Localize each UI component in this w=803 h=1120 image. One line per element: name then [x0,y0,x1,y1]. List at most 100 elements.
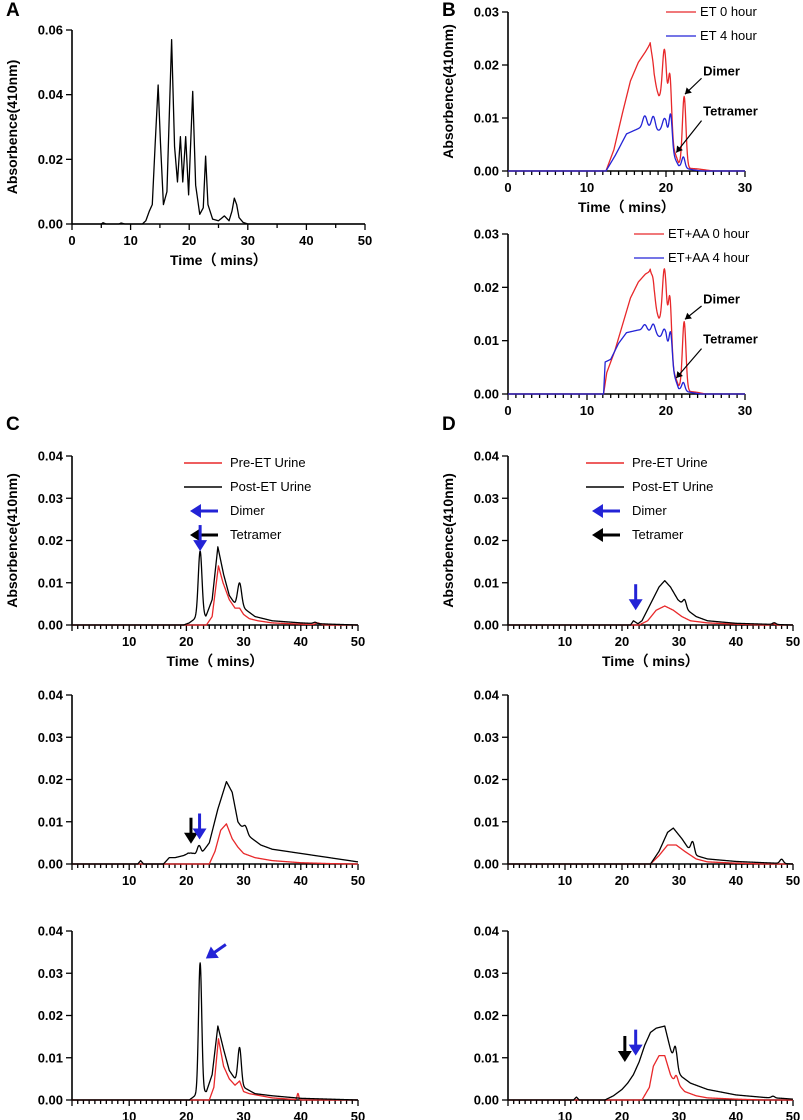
y-tick-label: 0.01 [474,333,499,348]
marker-arrow-head [193,540,208,552]
panel-B1: B 0 10 20 30 0.00 0.01 0.02 0.03 Time（ mins） Absor… [440,0,758,215]
marker-arrow-shaft [211,943,227,955]
x-tick-label: 10 [122,1109,136,1120]
legend-label: ET 4 hour [700,28,758,43]
x-tick-label: 30 [672,1109,686,1120]
marker-arrow-head [617,1050,632,1062]
series-line-pre-et-urine [507,844,794,865]
legend-arrow-head [592,504,603,518]
legend-arrow-head [190,528,201,542]
x-tick-label: 10 [580,180,594,195]
panel-C1: C 10 20 30 40 50 0.00 0.01 0.02 0.03 0.04 Time（ min… [4,414,365,669]
y-tick-label: 0.02 [38,533,63,548]
y-tick-label: 0.04 [38,87,64,102]
series-line-pre-et-urine [507,1054,794,1101]
series-line-trace [71,39,366,225]
panel-letter: B [442,0,456,21]
series-line-post-et-urine [71,962,359,1101]
x-tick-label: 10 [558,634,572,649]
x-tick-label: 40 [294,634,308,649]
y-tick-label: 0.04 [38,924,64,939]
x-tick-label: 30 [672,873,686,888]
y-tick-label: 0.01 [38,1050,63,1065]
panel-D2: 10 20 30 40 50 0.00 0.01 0.02 0.03 0.04 [474,688,801,889]
y-tick-label: 0.03 [474,491,499,506]
x-axis-title: Time（ mins） [578,199,675,215]
y-tick-label: 0.02 [38,772,63,787]
y-tick-label: 0.03 [474,966,499,981]
marker-arrow-head [205,946,219,959]
legend-label: ET+AA 4 hour [668,250,750,265]
y-tick-label: 0.00 [474,1093,499,1108]
y-tick-label: 0.00 [38,618,63,633]
annotation-label: Dimer [703,64,740,79]
y-tick-label: 0.01 [474,1050,499,1065]
x-tick-label: 30 [236,634,250,649]
x-tick-label: 10 [122,634,136,649]
y-tick-label: 0.02 [474,280,499,295]
y-tick-label: 0.04 [474,449,500,464]
legend-label: Dimer [230,503,265,518]
x-axis-title: Time（ mins） [167,653,264,669]
x-tick-label: 20 [179,873,193,888]
y-tick-label: 0.03 [474,730,499,745]
x-tick-label: 20 [179,634,193,649]
x-tick-label: 20 [615,873,629,888]
annotation-label: Tetramer [703,103,758,118]
series-line-et-4-hour [507,113,746,172]
series-line-pre-et-urine [507,605,794,626]
x-axis-title: Time（ mins） [602,653,699,669]
x-axis-title: Time（ mins） [170,252,267,268]
annotation-arrow-head [676,145,683,153]
x-tick-label: 40 [294,873,308,888]
x-tick-label: 10 [123,233,137,248]
x-tick-label: 20 [659,403,673,418]
panel-letter: A [6,0,20,21]
annotation-arrow-head [676,371,683,378]
x-tick-label: 50 [786,873,800,888]
x-tick-label: 50 [351,1109,365,1120]
y-tick-label: 0.03 [474,5,499,20]
x-tick-label: 0 [68,233,75,248]
x-tick-label: 20 [182,233,196,248]
x-tick-label: 30 [672,634,686,649]
series-line-et-aa-4-hour [507,323,746,395]
series-line-post-et-urine [507,1025,794,1101]
annotation-arrow-line [675,120,703,153]
panel-D1: D 10 20 30 40 50 0.00 0.01 0.02 0.03 0.04 Time（ min… [440,414,800,669]
y-axis-title: Absorbence(410nm) [440,473,456,608]
legend-label: Pre-ET Urine [230,455,306,470]
x-tick-label: 20 [615,1109,629,1120]
y-tick-label: 0.00 [474,387,499,402]
y-tick-label: 0.02 [474,772,499,787]
y-tick-label: 0.03 [38,966,63,981]
y-tick-label: 0.00 [474,857,499,872]
y-tick-label: 0.04 [474,924,500,939]
y-tick-label: 0.01 [474,814,499,829]
x-tick-label: 40 [729,1109,743,1120]
legend-arrow-head [190,504,201,518]
legend-label: ET 0 hour [700,4,758,19]
legend-label: ET+AA 0 hour [668,226,750,241]
series-line-post-et-urine [71,546,359,626]
x-tick-label: 30 [236,873,250,888]
annotation-arrow-head [684,312,692,320]
annotation-arrow-head [684,87,692,95]
legend-label: Post-ET Urine [230,479,311,494]
y-tick-label: 0.02 [474,58,499,73]
panel-C2: 10 20 30 40 50 0.00 0.01 0.02 0.03 0.04 [38,688,366,889]
y-tick-label: 0.03 [38,730,63,745]
y-tick-label: 0.02 [38,152,63,167]
y-tick-label: 0.03 [474,227,499,242]
y-tick-label: 0.00 [38,1093,63,1108]
y-tick-label: 0.01 [38,814,63,829]
x-tick-label: 30 [738,180,752,195]
y-tick-label: 0.00 [38,217,63,232]
panel-D3: 10 20 30 40 50 0.00 0.01 0.02 0.03 0.04 [474,924,801,1120]
x-tick-label: 50 [351,873,365,888]
annotation-arrow-line [675,348,703,379]
y-tick-label: 0.04 [38,688,64,703]
y-tick-label: 0.01 [474,111,499,126]
x-tick-label: 0 [504,180,511,195]
